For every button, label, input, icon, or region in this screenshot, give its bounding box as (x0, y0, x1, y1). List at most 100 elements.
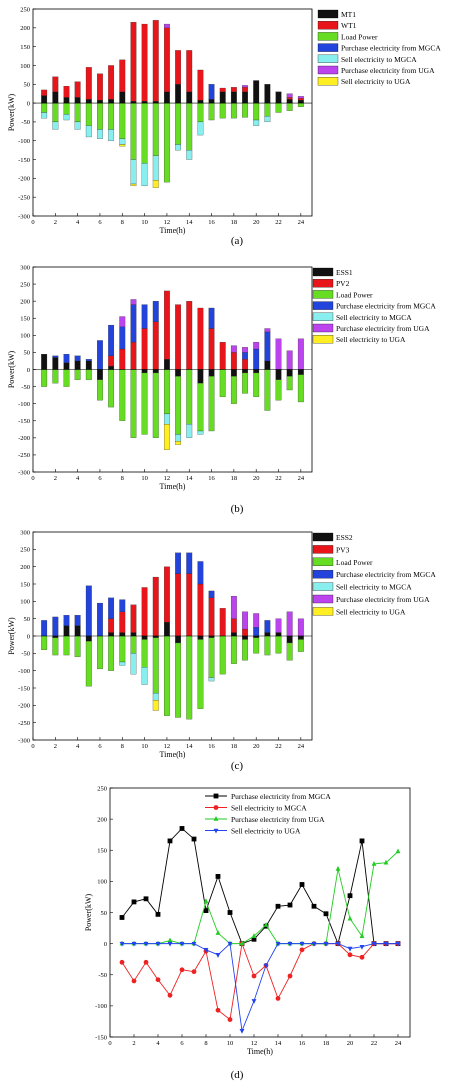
x-tick-label: 12 (164, 475, 171, 482)
bar-load-power (219, 635, 226, 675)
y-tick-label: 250 (20, 281, 30, 288)
legend-label: Purchase electricity from UGA (341, 66, 435, 75)
bar-mt1 (253, 80, 260, 104)
data-point (203, 948, 209, 953)
x-tick-label: 10 (141, 475, 148, 482)
legend-label: Purchase electricity from MGCA (336, 570, 436, 579)
bar-sell-electricity-to-mgca (197, 430, 204, 435)
data-point (227, 941, 233, 947)
data-point (251, 936, 257, 942)
legend-swatch (312, 335, 334, 344)
bar-sell-electricity-to-mgca (152, 155, 159, 181)
x-tick-label: 16 (208, 475, 215, 482)
data-point (299, 941, 305, 947)
bar-pv3 (219, 608, 226, 637)
data-point (191, 969, 197, 975)
y-axis-label: Power(kW) (84, 894, 93, 932)
bar-ess2 (197, 635, 204, 640)
x-tick-label: 2 (132, 1040, 135, 1047)
legend-label: Purchase electricity from UGA (336, 324, 430, 333)
bar-load-power (208, 102, 215, 121)
bar-ess2 (74, 625, 81, 637)
bar-purchase-electricity-from-mgca (208, 590, 215, 598)
bar-load-power (74, 369, 81, 380)
bar-purchase-electricity-from-mgca (197, 561, 204, 585)
x-axis-label: Time(h) (160, 482, 186, 491)
data-point (275, 941, 281, 947)
bar-wt1 (197, 69, 204, 101)
x-tick-label: 0 (31, 743, 34, 750)
bar-wt1 (186, 50, 193, 92)
legend-swatch (312, 279, 334, 288)
bar-purchase-electricity-from-mgca (253, 348, 260, 370)
bar-pv2 (197, 307, 204, 370)
bar-ess2 (108, 632, 115, 637)
bar-load-power (208, 637, 215, 678)
y-tick-label: -300 (18, 213, 30, 220)
legend-swatch (312, 607, 334, 616)
data-point (299, 947, 305, 953)
bar-ess2 (141, 635, 148, 640)
data-point (155, 941, 161, 947)
bar-purchase-electricity-from-uga (297, 96, 304, 99)
x-tick-label: 6 (98, 743, 102, 750)
bar-load-power (130, 369, 137, 438)
x-tick-label: 6 (180, 1040, 184, 1047)
legend-swatch (312, 323, 334, 333)
x-tick-label: 16 (299, 1040, 306, 1047)
y-tick-label: -100 (18, 668, 30, 675)
y-tick-label: 0 (27, 367, 30, 374)
bar-purchase-electricity-from-mgca (253, 627, 260, 637)
x-tick-label: 18 (231, 219, 238, 226)
bar-purchase-electricity-from-uga (119, 316, 126, 327)
series-line-d_uga_sell (122, 942, 398, 1033)
legend-label: MT1 (341, 10, 356, 19)
y-tick-label: -250 (18, 720, 30, 727)
bar-load-power (74, 635, 81, 657)
bar-load-power (253, 637, 260, 654)
bar-sell-electricity-to-mgca (141, 667, 148, 685)
bar-sell-electricity-to-mgca (141, 163, 148, 187)
bar-load-power (85, 369, 92, 380)
bar-ess1 (52, 357, 59, 370)
bar-ess1 (152, 369, 159, 374)
legend-swatch (317, 54, 339, 63)
bar-purchase-electricity-from-mgca (63, 615, 70, 626)
bar-ess2 (230, 632, 237, 637)
panel-caption: (d) (231, 1069, 244, 1081)
bar-wt1 (152, 20, 159, 102)
data-point (395, 941, 401, 947)
bar-pv2 (141, 328, 148, 370)
x-tick-label: 10 (141, 219, 148, 226)
legend-label: Purchase electricity from MGCA (341, 44, 441, 53)
data-point (275, 903, 281, 909)
legend-swatch (317, 65, 339, 75)
series-line-d_mgca_purchase (121, 827, 398, 946)
bar-purchase-electricity-from-uga (253, 342, 260, 350)
bar-purchase-electricity-from-mgca (264, 331, 271, 362)
x-tick-label: 18 (231, 475, 238, 482)
bar-load-power (97, 102, 103, 130)
data-point (251, 999, 257, 1004)
data-point (239, 1028, 245, 1034)
legend-label: Purchase electricity from MGCA (231, 792, 331, 801)
bar-mt1 (186, 91, 193, 104)
bar-ess1 (242, 369, 248, 374)
bar-wt1 (41, 89, 48, 96)
x-tick-label: 16 (208, 743, 215, 750)
bar-load-power (175, 102, 181, 145)
x-tick-label: 24 (298, 743, 305, 750)
bar-sell-electricity-to-mgca (175, 144, 181, 151)
bar-sell-electricity-to-mgca (119, 138, 126, 145)
x-tick-label: 14 (186, 219, 193, 226)
x-tick-label: 24 (298, 219, 305, 226)
data-point (167, 937, 173, 943)
bar-purchase-electricity-from-uga (130, 299, 137, 305)
bar-sell-electricity-to-mgca (130, 159, 137, 185)
bar-pv3 (141, 587, 148, 637)
bar-purchase-electricity-from-mgca (41, 620, 48, 637)
y-tick-label: -50 (98, 972, 107, 979)
bar-purchase-electricity-from-mgca (130, 304, 137, 343)
bar-load-power (119, 102, 126, 139)
data-point (203, 908, 209, 914)
